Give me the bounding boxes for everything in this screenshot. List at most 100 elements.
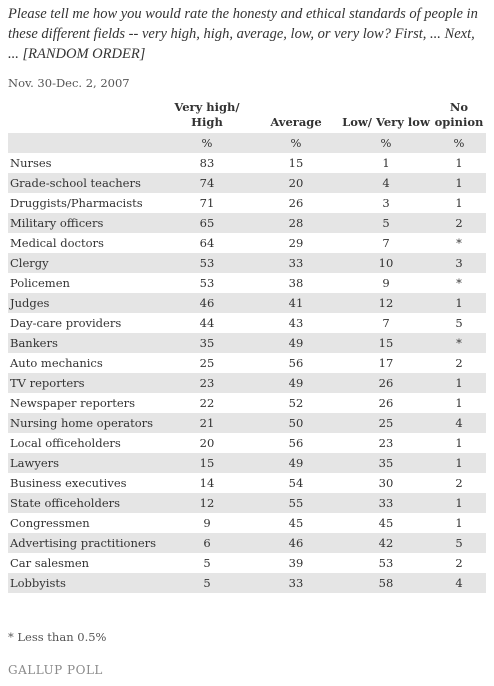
gallup-logo: GALLUP POLL — [8, 663, 103, 677]
value-cell: 5 — [203, 556, 211, 570]
table-row: Business executives 14 54 30 2 — [8, 473, 486, 493]
value-cell: 1 — [432, 373, 486, 393]
value-cell: 49 — [252, 333, 340, 353]
value-cell: 7 — [382, 236, 390, 250]
value-cell: 5 — [455, 316, 463, 330]
row-label: Military officers — [8, 213, 162, 233]
value-cell: 26 — [340, 373, 432, 393]
unit-cell: % — [162, 133, 252, 153]
value-cell: 1 — [432, 293, 486, 313]
table-row: Grade-school teachers 74 20 4 1 — [8, 173, 486, 193]
value-cell: 26 — [378, 396, 394, 410]
value-cell: 65 — [162, 213, 252, 233]
header-very-high-high: Very high/ High — [162, 100, 252, 133]
table-row: Clergy 53 33 10 3 — [8, 253, 486, 273]
table-row: Judges 46 41 12 1 — [8, 293, 486, 313]
table-row: Auto mechanics 25 56 17 2 — [8, 353, 486, 373]
unit-cell: % — [252, 133, 340, 153]
header-label: Average — [270, 115, 322, 129]
table-row: Local officeholders 20 56 23 1 — [8, 433, 486, 453]
value-cell: * — [432, 333, 486, 353]
table-row: Nurses 83 15 1 1 — [8, 153, 486, 173]
header-row: Very high/ High Average Low/ Very low No… — [8, 100, 486, 133]
units-row: %%%% — [8, 133, 486, 153]
value-cell: 14 — [199, 476, 215, 490]
value-cell: 43 — [288, 316, 304, 330]
row-label: Nursing home operators — [8, 413, 162, 433]
table-row: Military officers 65 28 5 2 — [8, 213, 486, 233]
value-cell: 53 — [378, 556, 394, 570]
row-label: Day-care providers — [10, 316, 122, 330]
value-cell: 28 — [252, 213, 340, 233]
table-row: Druggists/Pharmacists 71 26 3 1 — [8, 193, 486, 213]
value-cell: 38 — [288, 276, 304, 290]
row-label: Auto mechanics — [10, 356, 103, 370]
header-no-opinion: No opinion — [432, 100, 486, 133]
value-cell: 41 — [252, 293, 340, 313]
value-cell: 3 — [382, 196, 390, 210]
row-label: Local officeholders — [10, 436, 121, 450]
value-cell: 4 — [340, 173, 432, 193]
value-cell: 5 — [340, 213, 432, 233]
table-row: Nursing home operators 21 50 25 4 — [8, 413, 486, 433]
value-cell: 7 — [382, 316, 390, 330]
value-cell: 1 — [432, 493, 486, 513]
value-cell: 4 — [432, 413, 486, 433]
value-cell: 50 — [252, 413, 340, 433]
value-cell: 1 — [432, 173, 486, 193]
logo-text: GALLUP POLL — [8, 663, 103, 677]
value-cell: 15 — [340, 333, 432, 353]
table-row: Bankers 35 49 15 * — [8, 333, 486, 353]
row-label: Nurses — [10, 156, 52, 170]
row-label: Car salesmen — [10, 556, 90, 570]
value-cell: 23 — [162, 373, 252, 393]
header-average: Average — [252, 100, 340, 133]
table-row: Newspaper reporters 22 52 26 1 — [8, 393, 486, 413]
value-cell: 1 — [455, 396, 463, 410]
value-cell: 25 — [340, 413, 432, 433]
table-row: State officeholders 12 55 33 1 — [8, 493, 486, 513]
value-cell: 20 — [199, 436, 215, 450]
value-cell: 56 — [288, 356, 304, 370]
value-cell: 22 — [199, 396, 215, 410]
table-row: Lawyers 15 49 35 1 — [8, 453, 486, 473]
units-blank — [8, 133, 162, 153]
value-cell: * — [456, 236, 462, 250]
value-cell: 33 — [340, 493, 432, 513]
value-cell: 12 — [162, 493, 252, 513]
row-label: Lawyers — [8, 453, 162, 473]
value-cell: 12 — [340, 293, 432, 313]
row-label: Clergy — [8, 253, 162, 273]
value-cell: 53 — [199, 276, 215, 290]
value-cell: 45 — [288, 516, 304, 530]
value-cell: 2 — [455, 556, 463, 570]
value-cell: 64 — [199, 236, 215, 250]
value-cell: 46 — [162, 293, 252, 313]
footnote: * Less than 0.5% — [8, 630, 107, 644]
value-cell: 1 — [455, 196, 463, 210]
value-cell: 17 — [378, 356, 394, 370]
value-cell: 49 — [252, 373, 340, 393]
value-cell: 2 — [432, 213, 486, 233]
value-cell: 20 — [252, 173, 340, 193]
header-label: No opinion — [434, 100, 484, 129]
value-cell: 71 — [199, 196, 215, 210]
row-label: Grade-school teachers — [8, 173, 162, 193]
header-label: Low/ Very low — [342, 115, 430, 129]
value-cell: 74 — [162, 173, 252, 193]
header-blank — [8, 100, 162, 133]
value-cell: 53 — [162, 253, 252, 273]
value-cell: 83 — [199, 156, 215, 170]
row-label: Business executives — [10, 476, 127, 490]
value-cell: 54 — [288, 476, 304, 490]
value-cell: 46 — [252, 533, 340, 553]
value-cell: 33 — [252, 253, 340, 273]
row-label: Newspaper reporters — [10, 396, 136, 410]
row-label: Bankers — [8, 333, 162, 353]
value-cell: 49 — [252, 453, 340, 473]
header-label: Very high/ High — [174, 100, 240, 129]
value-cell: 1 — [455, 156, 463, 170]
value-cell: 39 — [288, 556, 304, 570]
value-cell: 2 — [455, 356, 463, 370]
table-row: Policemen 53 38 9 * — [8, 273, 486, 293]
